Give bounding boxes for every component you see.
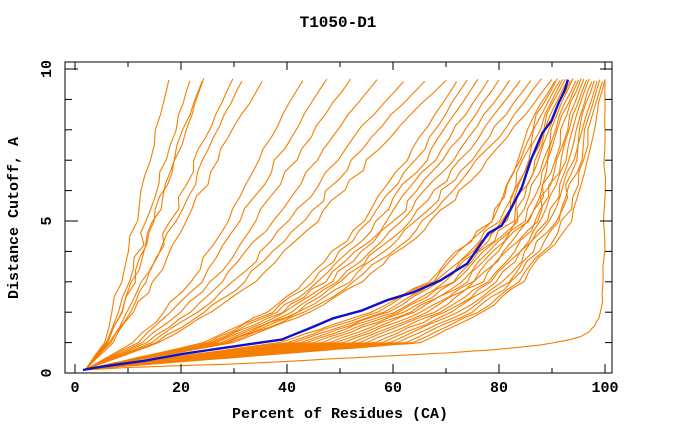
model-curve [85,78,352,370]
x-tick-label: 0 [70,380,79,397]
model-curve [85,78,558,370]
best-model-curve-path [82,79,570,372]
model-curve [85,79,378,370]
model-curves [82,77,607,371]
model-curve [85,79,553,370]
y-tick-label: 0 [39,368,56,377]
model-curve [85,80,511,370]
x-tick-label: 40 [278,380,296,397]
model-curve [85,79,606,370]
chart-title: T1050-D1 [300,14,377,32]
model-curve [85,79,580,370]
axes-frame-and-ticks [64,61,613,374]
model-curve [85,79,500,370]
best-model-curve [82,79,570,372]
model-curve [85,80,426,370]
y-tick-label: 5 [39,216,56,225]
tick-labels: 0 20 40 60 80 100 0 5 10 [39,60,619,397]
model-curve [85,78,205,370]
x-tick-label: 60 [384,380,402,397]
x-axis-label: Percent of Residues (CA) [232,406,448,423]
model-curve [85,81,263,370]
model-curve [85,80,447,370]
x-tick-label: 80 [490,380,508,397]
model-curve [85,80,521,370]
model-curve [85,81,405,370]
y-axis-label: Distance Cutoff, A [6,137,23,299]
model-curve [85,78,582,370]
model-curve [85,81,556,370]
model-curve [85,78,328,370]
model-curve [85,80,304,370]
model-curve [85,79,170,370]
x-tick-label: 20 [172,380,190,397]
model-curve [85,78,234,370]
model-curve [85,80,191,370]
x-tick-label: 100 [591,380,618,397]
model-curve [85,79,489,370]
model-curve [85,80,243,370]
y-tick-label: 10 [39,60,56,78]
outlier-curve [82,79,607,371]
